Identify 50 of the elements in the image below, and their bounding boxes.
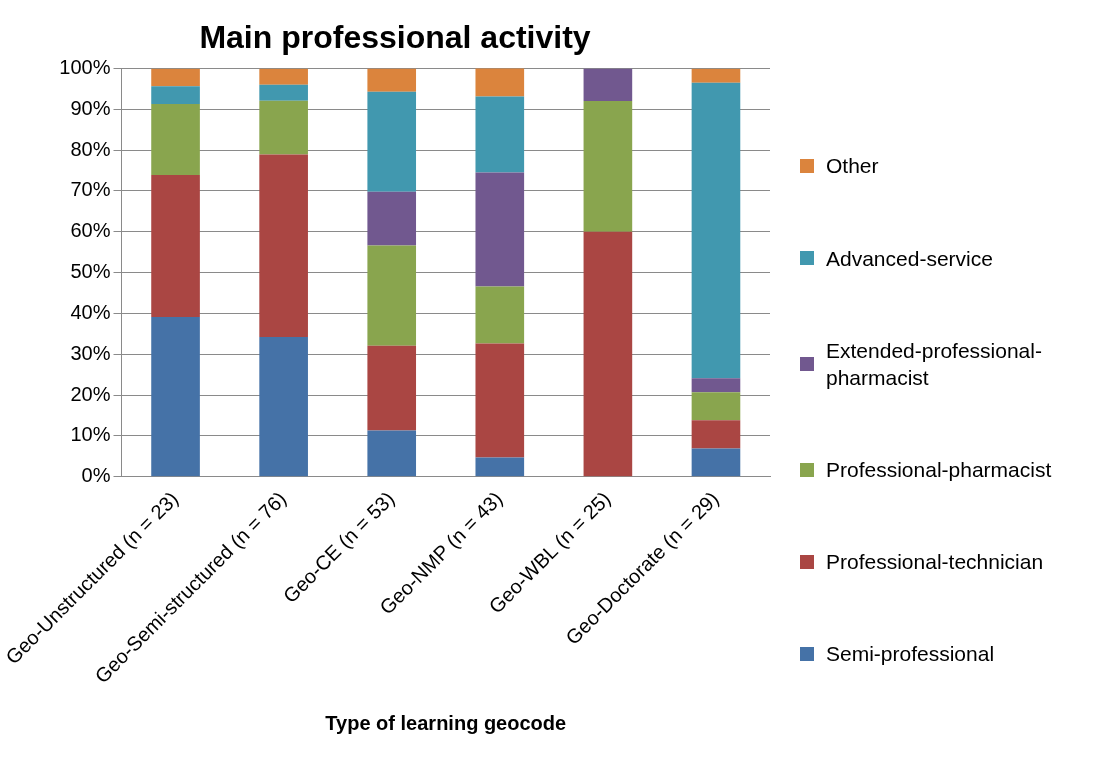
bar xyxy=(475,286,525,344)
y-tick-label: 20% xyxy=(70,382,111,405)
bar xyxy=(367,345,417,431)
bar xyxy=(475,96,525,173)
legend-label: Professional-technician xyxy=(826,549,1044,576)
bar xyxy=(475,343,525,458)
y-tick-label: 60% xyxy=(70,219,111,242)
y-tick-label: 70% xyxy=(70,178,111,201)
y-tick-label: 0% xyxy=(81,464,111,487)
x-axis-title: Type of learning geocode xyxy=(325,711,567,734)
bar xyxy=(691,392,741,421)
bar xyxy=(259,337,308,477)
bar xyxy=(583,101,633,232)
legend-label: Semi-professional xyxy=(826,641,995,668)
bar xyxy=(583,231,633,477)
bar xyxy=(259,154,308,338)
bar xyxy=(475,68,525,97)
legend-label: Professional-pharmacist xyxy=(826,457,1052,484)
bar xyxy=(691,82,741,379)
legend-label: Other xyxy=(826,153,879,180)
bar xyxy=(151,86,200,104)
bar xyxy=(691,448,741,477)
bar xyxy=(151,103,200,175)
bar xyxy=(367,191,417,246)
bar xyxy=(259,84,308,101)
y-tick-label: 30% xyxy=(70,341,111,364)
bar xyxy=(151,317,200,477)
bar xyxy=(367,430,417,477)
y-tick-label: 90% xyxy=(70,96,111,119)
bar xyxy=(367,245,417,346)
bar xyxy=(367,91,417,192)
bar xyxy=(259,68,308,85)
legend-label: Extended-professional-pharmacist xyxy=(826,337,1043,391)
bar xyxy=(691,420,741,449)
y-tick-label: 40% xyxy=(70,300,111,323)
bar xyxy=(691,68,741,83)
bar xyxy=(475,457,525,477)
legend-label: Advanced-service xyxy=(826,245,993,272)
y-tick-label: 80% xyxy=(70,137,111,160)
chart-title: Main professional activity xyxy=(199,19,591,56)
bar xyxy=(151,174,200,318)
bar xyxy=(151,68,200,87)
bar xyxy=(583,68,633,102)
y-tick-label: 10% xyxy=(70,423,111,446)
y-tick-label: 50% xyxy=(70,260,111,283)
bar xyxy=(367,68,417,92)
bar xyxy=(691,378,741,393)
y-tick-label: 100% xyxy=(59,55,111,78)
bar xyxy=(475,172,525,287)
bar xyxy=(259,100,308,155)
